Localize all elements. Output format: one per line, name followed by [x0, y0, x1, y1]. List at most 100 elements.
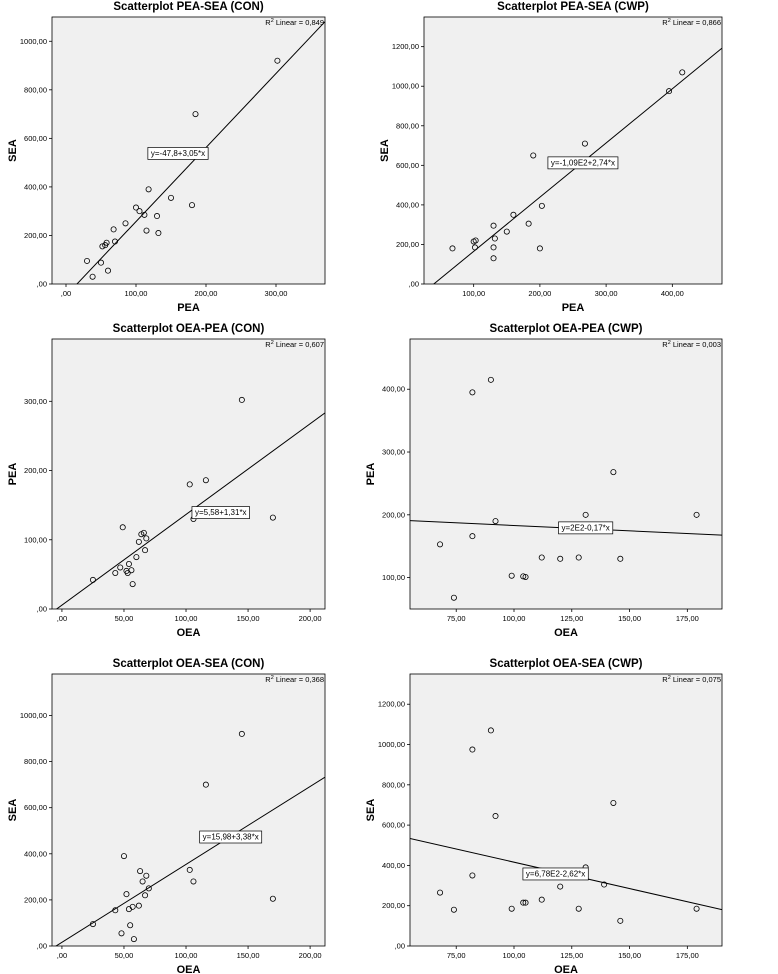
y-tick-label: 400,00 [382, 861, 405, 870]
x-tick-label: 75,00 [447, 614, 466, 623]
r-squared-label: R2 Linear = 0,003 [662, 340, 721, 349]
chart-title: Scatterplot OEA-PEA (CWP) [490, 323, 643, 335]
data-point [142, 892, 149, 899]
y-tick-label: 400,00 [382, 385, 405, 394]
equation-label: y=6,78E2-2,62*x [522, 867, 589, 881]
r2-prefix: R [265, 340, 271, 349]
x-tick-label: 50,00 [115, 614, 134, 623]
data-point [557, 555, 564, 562]
r2-value: Linear = 0,368 [274, 675, 324, 684]
r2-superscript: 2 [668, 675, 671, 681]
y-tick-label: 1000,00 [392, 82, 419, 91]
y-axis-label: PEA [7, 463, 19, 486]
r2-superscript: 2 [271, 340, 274, 346]
data-point [492, 813, 499, 820]
data-point [143, 535, 150, 542]
data-point [472, 237, 479, 244]
x-tick-label: 200,00 [299, 951, 322, 960]
data-point [145, 186, 152, 193]
data-point [145, 885, 152, 892]
data-point [693, 511, 700, 518]
data-point [136, 208, 143, 215]
r2-value: Linear = 0,003 [671, 340, 721, 349]
data-point [137, 868, 144, 875]
y-axis-label: SEA [365, 799, 377, 822]
data-point [132, 204, 139, 211]
data-point [617, 555, 624, 562]
y-tick-label: 200,00 [382, 510, 405, 519]
data-point [84, 257, 91, 264]
data-point [103, 239, 110, 246]
data-point [538, 896, 545, 903]
data-point [449, 245, 456, 252]
x-axis-label: OEA [554, 964, 578, 974]
equation-box [191, 506, 250, 519]
data-point [522, 899, 529, 906]
plot-area [423, 16, 723, 285]
y-axis-label: PEA [365, 463, 377, 486]
data-point [490, 222, 497, 229]
data-point [89, 921, 96, 928]
data-point [582, 511, 589, 518]
data-point [238, 730, 245, 737]
equation-text: y=2E2-0,17*x [562, 523, 610, 532]
data-point [99, 243, 106, 250]
scatterplot-panel-5: Scatterplot OEA-SEA (CON) OEA SEA ,00 50,00 1… [7, 658, 326, 974]
data-point [610, 799, 617, 806]
r2-value: Linear = 0,607 [274, 340, 324, 349]
data-point [202, 781, 209, 788]
data-point [155, 230, 162, 237]
x-tick-label: ,00 [57, 614, 67, 623]
plot-area [51, 673, 326, 947]
chart-title: Scatterplot OEA-SEA (CON) [113, 658, 265, 670]
plot-area [409, 673, 723, 947]
x-tick-label: 100,00 [125, 289, 148, 298]
r2-superscript: 2 [668, 340, 671, 346]
data-point [469, 533, 476, 540]
data-point [469, 389, 476, 396]
data-point [450, 594, 457, 601]
y-tick-label: 1000,00 [378, 740, 405, 749]
data-point [490, 244, 497, 251]
data-point [129, 903, 136, 910]
data-point [269, 895, 276, 902]
data-point [110, 226, 117, 233]
data-point [666, 88, 673, 95]
equation-text: y=6,78E2-2,62*x [526, 869, 585, 878]
data-point [522, 573, 529, 580]
x-tick-label: 150,00 [618, 614, 641, 623]
equation-text: y=-47,8+3,05*x [151, 149, 205, 158]
data-point [269, 514, 276, 521]
x-tick-label: 150,00 [237, 614, 260, 623]
data-point [617, 917, 624, 924]
data-point [530, 152, 537, 159]
equation-text: y=5,58+1,31*x [195, 508, 247, 517]
y-tick-label: 400,00 [24, 849, 47, 858]
x-tick-label: 50,00 [115, 951, 134, 960]
data-point [188, 202, 195, 209]
x-tick-label: ,00 [57, 951, 67, 960]
data-point [120, 853, 127, 860]
data-point [105, 267, 112, 274]
r2-value: Linear = 0,849 [274, 18, 324, 27]
data-point [143, 227, 150, 234]
y-tick-label: ,00 [409, 280, 419, 289]
y-axis-label: SEA [379, 139, 391, 162]
regression-line [55, 776, 325, 946]
data-point [190, 878, 197, 885]
data-point [133, 554, 140, 561]
y-tick-label: ,00 [395, 942, 405, 951]
y-tick-label: 800,00 [24, 757, 47, 766]
x-tick-label: 300,00 [265, 289, 288, 298]
data-point [487, 376, 494, 383]
x-axis-label: PEA [177, 302, 200, 314]
data-point [693, 905, 700, 912]
data-point [119, 524, 126, 531]
y-tick-label: 600,00 [24, 803, 47, 812]
data-point [141, 211, 148, 218]
regression-line [432, 47, 722, 284]
data-point [610, 469, 617, 476]
r2-superscript: 2 [271, 18, 274, 24]
data-point [192, 111, 199, 118]
